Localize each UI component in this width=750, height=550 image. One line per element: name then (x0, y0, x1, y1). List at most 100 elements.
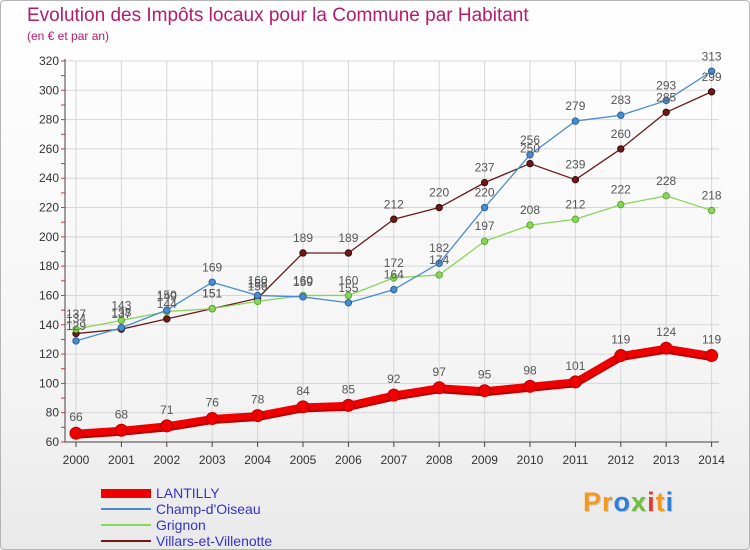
data-label: 138 (111, 306, 131, 320)
y-tick-label: 220 (39, 201, 59, 215)
data-label: 68 (115, 407, 129, 421)
data-label: 160 (248, 273, 268, 287)
brand-letter: r (602, 487, 614, 517)
data-point (253, 291, 262, 300)
data-label: 156 (248, 279, 268, 293)
data-point (662, 108, 670, 116)
data-label: 101 (565, 359, 585, 373)
data-label: 174 (429, 253, 449, 267)
data-label: 78 (251, 393, 265, 407)
data-label: 85 (342, 382, 356, 396)
brand-letter: P (583, 487, 603, 517)
data-label: 71 (160, 403, 174, 417)
data-label: 197 (475, 219, 495, 233)
x-tick-label: 2003 (199, 453, 226, 467)
data-point (614, 349, 628, 363)
labels-lantilly: 66 68 71 76 78 84 85 92 97 95 98 101 119 124 119 (69, 325, 721, 424)
data-label: 84 (296, 384, 310, 398)
data-label: 144 (157, 297, 177, 311)
brand-letter: i (665, 487, 675, 517)
data-label: 151 (202, 287, 222, 301)
data-label: 124 (656, 325, 676, 339)
data-point (526, 221, 534, 229)
y-tick-label: 100 (39, 376, 59, 390)
data-label: 137 (111, 307, 131, 321)
data-point (72, 325, 80, 333)
data-label: 160 (293, 273, 313, 287)
data-point (117, 316, 126, 325)
data-label: 189 (293, 231, 313, 245)
data-point (571, 175, 580, 184)
data-point (435, 203, 443, 212)
chart-subtitle: (en € et par an) (27, 29, 110, 43)
data-point (707, 67, 716, 75)
brand-letter: t (655, 487, 666, 517)
legend-swatch (101, 524, 151, 526)
x-tick-label: 2006 (335, 453, 362, 467)
legend-label: Grignon (156, 517, 206, 533)
data-label: 293 (656, 79, 676, 93)
data-point (662, 96, 670, 105)
data-point (707, 206, 716, 215)
data-label: 250 (520, 142, 540, 156)
data-label: 237 (475, 161, 495, 175)
y-tick-label: 280 (39, 113, 59, 127)
y-tick-label: 320 (39, 54, 59, 68)
y-tick-label: 240 (39, 171, 59, 185)
legend-label: Villars-et-Villenotte (156, 533, 273, 549)
x-tick-label: 2011 (562, 453, 588, 467)
data-point (523, 379, 537, 393)
y-tick-label: 180 (39, 259, 59, 273)
data-label: 169 (202, 260, 222, 274)
data-point (480, 178, 489, 187)
data-point (659, 341, 673, 355)
data-point (435, 259, 443, 267)
data-point (387, 388, 401, 402)
data-point (705, 349, 719, 363)
data-label: 172 (384, 256, 404, 270)
data-label: 212 (384, 197, 404, 211)
data-point (163, 306, 171, 314)
x-tick-label: 2005 (290, 453, 317, 467)
data-point (299, 293, 307, 301)
data-point (662, 192, 670, 200)
data-point (571, 117, 580, 125)
data-point (526, 151, 534, 159)
brand-logo: Proxiti (583, 487, 674, 518)
data-point (296, 400, 310, 414)
x-tick-label: 2014 (698, 453, 725, 467)
data-label: 220 (429, 186, 449, 200)
data-point (390, 285, 398, 294)
legend-label: LANTILLY (156, 485, 220, 501)
data-label: 299 (702, 70, 722, 84)
data-label: 208 (520, 203, 540, 217)
y-tick-label: 160 (39, 288, 59, 302)
data-point (571, 215, 580, 223)
data-point (480, 237, 489, 245)
x-tick-label: 2007 (380, 453, 407, 467)
data-point (478, 384, 492, 398)
data-point (390, 274, 398, 282)
data-point (341, 398, 355, 412)
data-label: 155 (338, 281, 358, 295)
data-point (617, 200, 625, 209)
data-label: 313 (702, 49, 722, 63)
data-point (163, 315, 171, 323)
x-tick-label: 2002 (153, 453, 180, 467)
y-tick-label: 60 (46, 435, 60, 449)
x-tick-label: 2010 (517, 453, 544, 467)
data-point (432, 381, 446, 395)
data-point (344, 299, 353, 307)
data-label: 95 (478, 368, 492, 382)
data-point (526, 159, 534, 168)
series-champ-d-oiseau (72, 67, 716, 345)
data-label: 119 (702, 333, 721, 347)
brand-letter: i (647, 487, 656, 517)
data-label: 220 (475, 186, 495, 200)
data-label: 97 (433, 365, 447, 379)
brand-letter: o (613, 487, 632, 517)
data-label: 76 (206, 396, 220, 410)
data-label: 164 (384, 268, 404, 282)
y-tick-label: 120 (39, 347, 59, 361)
